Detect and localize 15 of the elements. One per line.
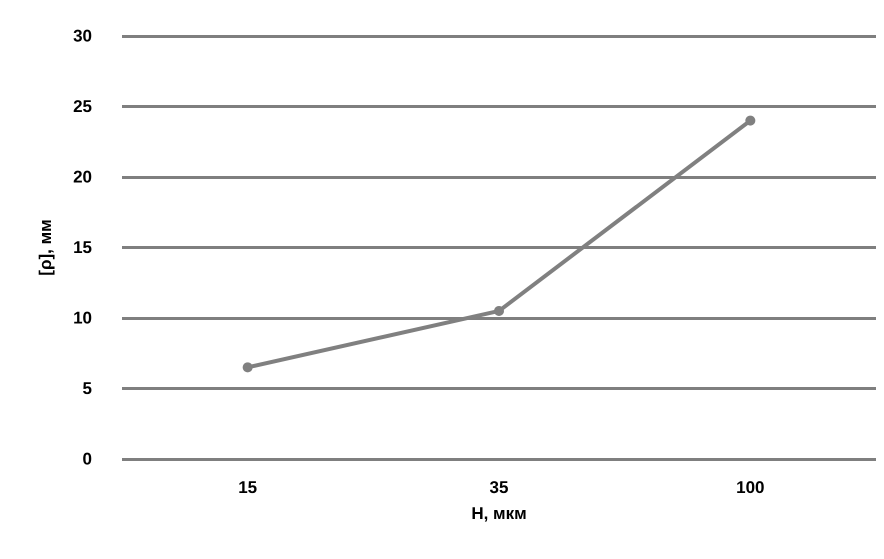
- y-tick-label: 20: [73, 168, 92, 186]
- y-tick-label: 15: [73, 238, 92, 257]
- x-tick-label: 15: [238, 478, 258, 497]
- y-axis-title: [ρ], мм: [36, 219, 55, 276]
- x-tick-label: 100: [736, 478, 765, 497]
- x-tick-label: 35: [490, 478, 508, 497]
- point: [745, 116, 756, 126]
- y-tick-label: 0: [82, 450, 92, 468]
- point: [242, 362, 253, 372]
- point: [494, 306, 504, 316]
- y-tick-label: 30: [73, 26, 92, 46]
- x-axis-title: H, мкм: [471, 504, 527, 523]
- y-tick-label: 5: [82, 379, 92, 398]
- y-tick-label: 25: [73, 97, 92, 116]
- y-tick-label: 10: [73, 308, 92, 328]
